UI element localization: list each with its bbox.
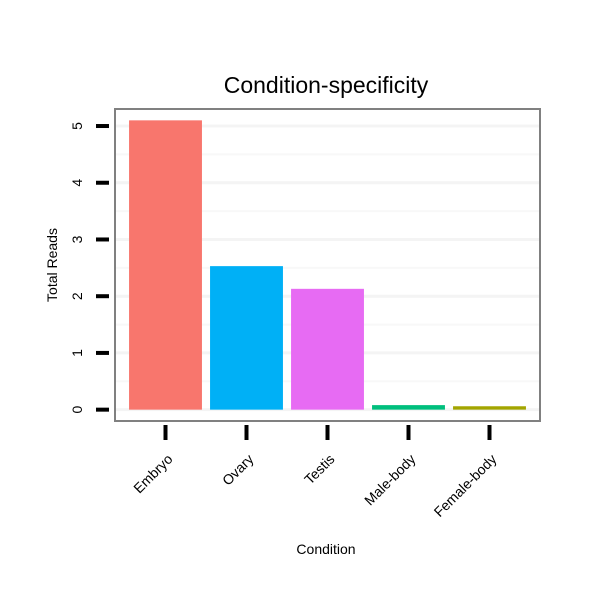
- x-tick-label: Embryo: [130, 451, 176, 497]
- x-tick-label: Ovary: [219, 451, 257, 489]
- y-axis-label: Total Reads: [44, 228, 60, 302]
- chart-title: Condition-specificity: [224, 72, 429, 98]
- y-tick-label: 2: [69, 292, 85, 300]
- bar-embryo: [129, 120, 202, 410]
- x-tick-label: Female-body: [431, 451, 500, 520]
- x-axis: Embryo Ovary Testis Male-body Female-body: [130, 425, 500, 520]
- plot-border: [114, 108, 541, 422]
- y-tick-label: 1: [69, 349, 85, 357]
- x-tick-label: Testis: [301, 451, 338, 488]
- y-tick-label: 5: [69, 122, 85, 130]
- bar-testis: [291, 288, 364, 410]
- bar-male-body: [372, 405, 445, 410]
- bar-female-body: [453, 406, 526, 410]
- y-tick-label: 4: [69, 179, 85, 187]
- y-axis: 0 1 2 3 4 5: [69, 122, 109, 414]
- x-tick-label: Male-body: [361, 451, 419, 509]
- bar-ovary: [210, 266, 283, 410]
- y-tick-label: 0: [69, 406, 85, 414]
- y-tick-label: 3: [69, 235, 85, 243]
- x-axis-label: Condition: [296, 541, 355, 557]
- bars: [129, 120, 526, 410]
